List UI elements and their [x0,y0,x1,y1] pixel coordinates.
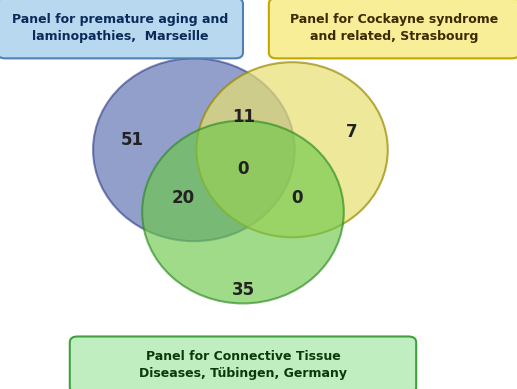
Text: Panel for Cockayne syndrome
and related, Strasbourg: Panel for Cockayne syndrome and related,… [290,13,498,43]
FancyBboxPatch shape [0,0,243,58]
Ellipse shape [196,62,388,237]
Text: 35: 35 [232,281,254,299]
FancyBboxPatch shape [70,336,416,389]
Text: 0: 0 [292,189,303,207]
Text: 11: 11 [233,108,255,126]
Text: Panel for Connective Tissue
Diseases, Tübingen, Germany: Panel for Connective Tissue Diseases, Tü… [139,350,347,380]
Ellipse shape [93,58,295,241]
Ellipse shape [142,121,344,303]
FancyBboxPatch shape [269,0,517,58]
Text: 0: 0 [237,160,249,178]
Text: 7: 7 [346,123,357,141]
Text: 20: 20 [172,189,195,207]
Text: 51: 51 [120,131,143,149]
Text: Panel for premature aging and
laminopathies,  Marseille: Panel for premature aging and laminopath… [12,13,229,43]
